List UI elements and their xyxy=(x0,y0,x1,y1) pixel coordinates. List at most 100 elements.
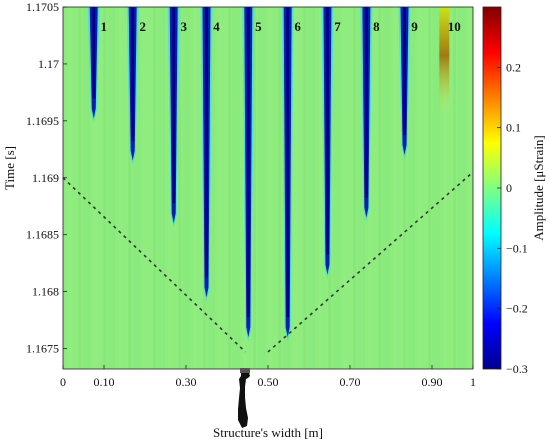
x-axis-label: Structure's width [m] xyxy=(213,425,323,440)
hammer-icon xyxy=(238,368,250,428)
texture-stripe xyxy=(398,7,404,369)
texture-stripe xyxy=(458,7,463,369)
texture-stripe xyxy=(78,7,81,369)
y-tick-label: 1.168 xyxy=(32,285,59,299)
texture-stripe xyxy=(113,7,115,369)
colorbar-tick-label: −0.1 xyxy=(506,241,528,255)
channel-label: 9 xyxy=(411,19,418,34)
texture-stripe xyxy=(93,7,97,369)
x-tick-label: 0.90 xyxy=(422,375,443,389)
channel-streak-core xyxy=(131,7,135,141)
texture-stripe xyxy=(268,7,272,369)
colorbar-tick-label: −0.3 xyxy=(506,362,528,376)
texture-stripe xyxy=(428,7,431,369)
texture-stripe xyxy=(333,7,338,369)
texture-stripe xyxy=(83,7,88,369)
texture-stripe xyxy=(448,7,454,369)
texture-stripe xyxy=(188,7,190,369)
texture-stripe xyxy=(63,7,65,369)
x-tick-label: 0.50 xyxy=(258,375,279,389)
channel-label: 7 xyxy=(334,19,341,34)
texture-stripe xyxy=(438,7,440,369)
channel-streak-core xyxy=(286,7,290,318)
texture-stripe xyxy=(303,7,306,369)
texture-stripe xyxy=(263,7,265,369)
texture-stripe xyxy=(168,7,172,369)
texture-stripe xyxy=(423,7,429,369)
y-tick-label: 1.1705 xyxy=(26,0,59,14)
texture-stripe xyxy=(468,7,472,369)
texture-stripe xyxy=(193,7,197,369)
colorbar-tick-label: 0.2 xyxy=(506,60,521,74)
texture-stripe xyxy=(158,7,163,369)
y-tick-label: 1.1685 xyxy=(26,228,59,242)
channel-streak-core xyxy=(364,7,368,198)
x-axis: 0 0.10 0.30 0.50 0.70 0.90 1 xyxy=(60,365,476,389)
texture-stripe xyxy=(128,7,131,369)
channel-label: 1 xyxy=(101,19,108,34)
texture-stripe xyxy=(178,7,181,369)
texture-stripe xyxy=(358,7,363,369)
colorbar-tick-label: −0.2 xyxy=(506,302,528,316)
texture-stripe xyxy=(338,7,340,369)
channel-streaks xyxy=(87,7,450,342)
texture-stripe xyxy=(343,7,347,369)
channel-label: 6 xyxy=(294,19,301,34)
channel-streak-core xyxy=(325,7,329,255)
texture-stripe xyxy=(293,7,297,369)
texture-stripe xyxy=(198,7,204,369)
texture-stripe xyxy=(408,7,413,369)
wavefront-lines xyxy=(62,171,474,353)
texture-stripe xyxy=(223,7,229,369)
texture-stripe xyxy=(68,7,72,369)
colorbar-tick-label: 0 xyxy=(506,181,512,195)
channel-streak-core xyxy=(246,7,250,318)
texture-stripe xyxy=(413,7,415,369)
texture-stripe xyxy=(353,7,356,369)
channel-label: 8 xyxy=(373,19,380,34)
texture-stripe xyxy=(278,7,281,369)
wavefront-line xyxy=(62,177,247,353)
texture-stripe xyxy=(103,7,106,369)
texture-stripe xyxy=(373,7,379,369)
texture-stripe xyxy=(443,7,447,369)
texture-stripe xyxy=(393,7,397,369)
channel-label: 3 xyxy=(180,19,187,34)
texture-stripe xyxy=(218,7,222,369)
texture-stripe xyxy=(433,7,438,369)
texture-stripe xyxy=(463,7,465,369)
texture-stripe xyxy=(378,7,381,369)
channel-label: 4 xyxy=(213,19,220,34)
channel-label: 5 xyxy=(255,19,262,34)
texture-stripe xyxy=(308,7,313,369)
texture-stripe xyxy=(258,7,263,369)
y-tick-label: 1.17 xyxy=(38,57,59,71)
texture-stripe xyxy=(298,7,304,369)
texture-stripe xyxy=(273,7,279,369)
texture-stripe xyxy=(148,7,154,369)
channel-streak-core xyxy=(403,7,407,135)
y-tick-label: 1.1695 xyxy=(26,114,59,128)
y-axis-label: Time [s] xyxy=(2,146,17,190)
texture-stripe xyxy=(98,7,104,369)
x-tick-label: 0.30 xyxy=(176,375,197,389)
texture-stripe xyxy=(133,7,138,369)
texture-stripe xyxy=(453,7,456,369)
texture-stripe xyxy=(213,7,215,369)
channel-streak-core xyxy=(172,7,176,204)
x-tick-label: 0.10 xyxy=(94,375,115,389)
y-tick-label: 1.1675 xyxy=(26,342,59,356)
texture-stripe xyxy=(108,7,113,369)
x-tick-label: 1 xyxy=(470,375,476,389)
texture-stripe xyxy=(183,7,188,369)
x-tick-label: 0.70 xyxy=(340,375,361,389)
y-tick-label: 1.169 xyxy=(32,171,59,185)
texture-stripe xyxy=(228,7,231,369)
texture-stripe xyxy=(253,7,256,369)
texture-stripe xyxy=(313,7,315,369)
channel-streak-core xyxy=(205,7,208,278)
texture-stripe xyxy=(118,7,122,369)
texture-stripe xyxy=(73,7,79,369)
colorbar-label: Amplitude [μStrain] xyxy=(531,135,546,241)
